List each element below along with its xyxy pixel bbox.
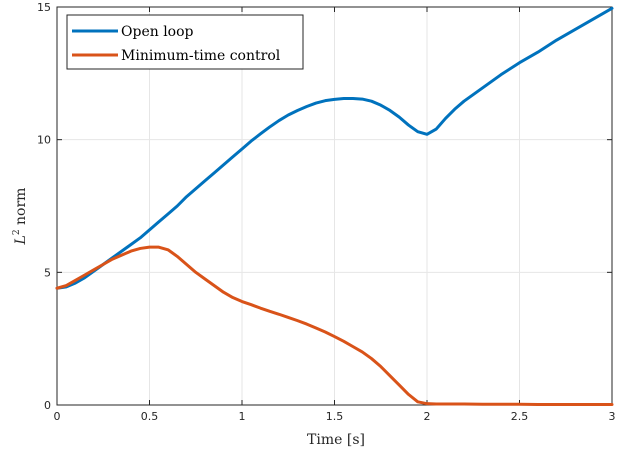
series-lines bbox=[55, 6, 614, 406]
legend-box bbox=[66, 14, 304, 70]
legend: Open loop Minimum-time control bbox=[66, 14, 304, 70]
y-tick-label: 5 bbox=[44, 266, 51, 279]
x-tick-label: 0.5 bbox=[141, 410, 159, 423]
x-tick-label: 1 bbox=[239, 410, 246, 423]
y-tick-label: 0 bbox=[44, 399, 51, 412]
legend-label-open-loop: Open loop bbox=[121, 24, 194, 40]
x-tick-label: 2.5 bbox=[511, 410, 529, 423]
x-axis-label: Time [s] bbox=[307, 432, 365, 448]
x-tick-label: 1.5 bbox=[326, 410, 344, 423]
x-tick-label: 2 bbox=[424, 410, 431, 423]
y-axis-label-superscript: 2 bbox=[12, 229, 22, 235]
y-tick-label: 15 bbox=[37, 1, 51, 14]
x-tick-label: 3 bbox=[609, 410, 616, 423]
x-tick-label: 0 bbox=[54, 410, 61, 423]
series-line-open-loop bbox=[55, 6, 614, 290]
y-axis-label-rest: norm bbox=[13, 188, 29, 230]
y-tick-label: 10 bbox=[37, 134, 51, 147]
axis-ticks: 0 0.5 1 1.5 2 2.5 3 0 5 10 15 bbox=[37, 1, 616, 423]
series-line-minimum-time-control bbox=[55, 245, 614, 406]
y-axis-label-base: L bbox=[13, 235, 29, 245]
legend-label-minimum-time-control: Minimum-time control bbox=[121, 48, 281, 64]
y-axis-label: L2 norm bbox=[12, 188, 29, 246]
